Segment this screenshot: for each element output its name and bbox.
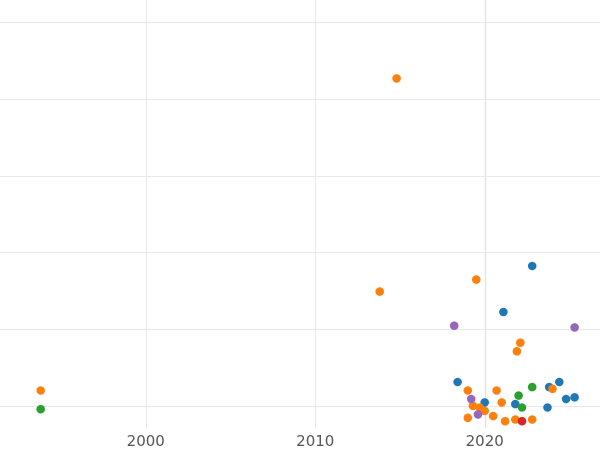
point-green-0 xyxy=(36,404,45,414)
point-orange-16 xyxy=(511,415,520,424)
point-blue-8 xyxy=(511,399,520,409)
point-blue-1 xyxy=(499,307,508,317)
point-orange-1 xyxy=(472,275,481,284)
point-blue-3 xyxy=(555,377,564,387)
point-orange-6 xyxy=(463,386,473,395)
points-layer xyxy=(36,74,579,426)
point-orange-9 xyxy=(497,398,507,407)
x-axis: 2000 2010 2020 xyxy=(127,432,504,450)
point-blue-5 xyxy=(570,393,579,402)
x-tick-label-2010: 2010 xyxy=(296,432,334,450)
grid-layer xyxy=(0,0,600,428)
point-orange-4 xyxy=(512,347,522,356)
point-orange-0 xyxy=(392,74,401,83)
x-tick-label-2000: 2000 xyxy=(127,432,165,450)
point-orange-14 xyxy=(488,411,498,421)
point-orange-2 xyxy=(375,287,385,296)
point-blue-2 xyxy=(453,377,462,387)
point-green-1 xyxy=(527,382,537,392)
point-blue-0 xyxy=(527,261,537,271)
point-green-3 xyxy=(517,403,527,412)
point-blue-9 xyxy=(543,403,552,412)
point-orange-13 xyxy=(463,413,473,423)
point-red-0 xyxy=(517,416,527,426)
point-orange-5 xyxy=(36,386,45,395)
point-orange-12 xyxy=(480,406,490,416)
point-orange-10 xyxy=(468,401,478,411)
point-orange-15 xyxy=(500,416,510,426)
point-orange-7 xyxy=(492,386,501,395)
point-blue-6 xyxy=(561,394,571,404)
x-tick-label-2020: 2020 xyxy=(466,432,504,450)
point-orange-3 xyxy=(516,338,525,348)
point-purple-2 xyxy=(466,394,476,404)
point-purple-1 xyxy=(570,323,579,332)
point-purple-0 xyxy=(449,321,459,331)
point-orange-17 xyxy=(527,415,537,424)
point-orange-8 xyxy=(548,384,557,394)
point-purple-3 xyxy=(473,410,483,419)
point-green-2 xyxy=(514,391,523,400)
